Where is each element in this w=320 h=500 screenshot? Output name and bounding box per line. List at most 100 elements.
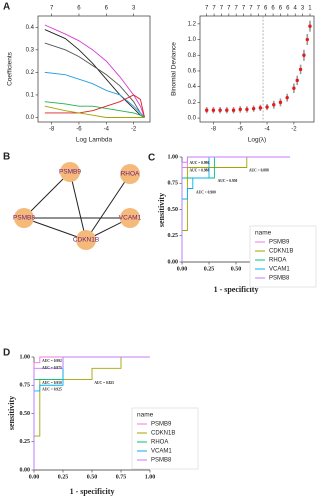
top-tick-label: 1 xyxy=(308,6,312,12)
roc-curve xyxy=(33,356,150,470)
node xyxy=(60,162,80,182)
x-tick-label: -8 xyxy=(49,127,55,133)
edge xyxy=(69,171,87,241)
y-tick-label: 0.50 xyxy=(168,207,179,213)
legend-label: VCAM1 xyxy=(269,267,290,273)
x-tick-label: -2 xyxy=(291,127,297,133)
y-axis-label: Coefficients xyxy=(7,51,14,86)
y-tick-label: 0.0 xyxy=(26,115,35,121)
top-tick-label: 6 xyxy=(271,6,275,12)
y-axis-label: sensitivity xyxy=(7,396,16,430)
edge xyxy=(23,171,71,219)
roc-curve xyxy=(181,156,290,262)
top-tick-label: 3 xyxy=(132,6,136,12)
x-axis-label: Log Lambda xyxy=(76,137,113,144)
y-tick-label: 0.0 xyxy=(188,116,197,122)
x-tick-label: 0.00 xyxy=(177,266,188,272)
coefficient-path xyxy=(44,105,145,118)
x-tick-label: -6 xyxy=(76,127,82,133)
y-tick-label: 0.25 xyxy=(168,233,179,239)
node-label: CDKN1B xyxy=(73,237,99,244)
top-tick-label: 7 xyxy=(205,6,209,12)
auc-label: AUC = 0.825 xyxy=(94,381,114,385)
top-tick-label: 6 xyxy=(77,6,81,12)
node-label: RHOA xyxy=(121,171,140,178)
point xyxy=(218,108,222,112)
x-tick-label: 0.50 xyxy=(87,474,98,480)
plot-frame xyxy=(37,15,151,123)
legend-box xyxy=(249,225,317,288)
legend-label: PSMB9 xyxy=(269,240,290,246)
node-label: VCAM1 xyxy=(119,215,142,222)
x-tick-label: -2 xyxy=(131,127,137,133)
y-tick-label: 0.3 xyxy=(26,47,35,53)
point xyxy=(285,95,289,100)
y-tick-label: 0.00 xyxy=(168,259,179,265)
x-axis-label: Log(λ) xyxy=(248,137,266,144)
auc-label: AUC = 0.900 xyxy=(196,191,216,195)
edge xyxy=(23,217,87,241)
x-tick-label: -4 xyxy=(104,127,110,133)
y-axis-label: sensitivity xyxy=(157,193,166,227)
point xyxy=(245,107,249,112)
point xyxy=(305,37,309,42)
top-tick-label: 6 xyxy=(264,6,268,12)
legend-label: RHOA xyxy=(151,440,168,446)
point xyxy=(231,108,236,112)
top-tick-label: 7 xyxy=(235,6,239,12)
y-axis-label: Binomial Deviance xyxy=(171,42,178,96)
network-nodes xyxy=(14,162,140,250)
y-tick-label: 0.75 xyxy=(168,181,179,187)
top-tick-label: 6 xyxy=(279,6,283,12)
point xyxy=(292,86,296,90)
top-tick-label: 7 xyxy=(220,6,224,12)
x-tick-label: 0.25 xyxy=(204,266,215,272)
y-tick-label: 0.1 xyxy=(26,93,35,99)
top-tick-label: 7 xyxy=(227,6,231,12)
top-tick-label: 3 xyxy=(301,6,305,12)
point xyxy=(308,24,312,28)
panel-letter: D xyxy=(3,348,10,359)
y-tick-label: 0.4 xyxy=(26,25,35,31)
legend-label: PSMB9 xyxy=(151,422,172,428)
panel-letter: A xyxy=(3,2,10,13)
legend-label: CDKN1B xyxy=(151,431,175,437)
y-tick-label: 0.8 xyxy=(188,53,197,59)
node xyxy=(120,164,140,184)
x-axis-label: 1 - specificity xyxy=(214,285,259,294)
y-tick-label: 1.00 xyxy=(20,354,31,360)
x-tick-label: 0.00 xyxy=(29,474,40,480)
top-tick-label: 4 xyxy=(294,6,298,12)
auc-label: AUC = 0.975 xyxy=(42,366,62,370)
coefficient-path xyxy=(44,71,145,118)
x-tick-label: 0.50 xyxy=(231,266,242,272)
coefficient-path xyxy=(44,94,145,118)
node xyxy=(14,208,34,228)
y-tick-label: 0.75 xyxy=(20,383,31,389)
legend-label: VCAM1 xyxy=(151,449,172,455)
coefficient-path xyxy=(44,24,145,118)
auc-label: AUC = 0.950 xyxy=(42,381,62,385)
y-tick-label: 0.4 xyxy=(188,84,197,90)
legend-label: RHOA xyxy=(269,258,286,264)
auc-label: AUC = 0.925 xyxy=(42,388,62,392)
y-tick-label: 0.25 xyxy=(20,439,31,445)
point xyxy=(205,108,209,112)
y-tick-label: 0.2 xyxy=(26,70,35,76)
panel-letter: B xyxy=(3,152,10,163)
point xyxy=(295,78,299,83)
y-tick-label: 1.2 xyxy=(188,21,197,27)
auc-label: AUC = 0.988 xyxy=(190,168,210,172)
y-tick-label: 0.2 xyxy=(188,100,197,106)
top-tick-label: 7 xyxy=(249,6,253,12)
point xyxy=(265,105,269,109)
legend-label: PSMB8 xyxy=(269,276,290,282)
auc-label: AUC = 0.950 xyxy=(218,179,238,183)
auc-label: AUC = 0.996 xyxy=(190,161,210,165)
point xyxy=(298,67,303,72)
point xyxy=(251,106,256,111)
x-axis-label: 1 - specificity xyxy=(70,487,115,496)
top-tick-label: 6 xyxy=(105,6,109,12)
point xyxy=(272,103,276,107)
